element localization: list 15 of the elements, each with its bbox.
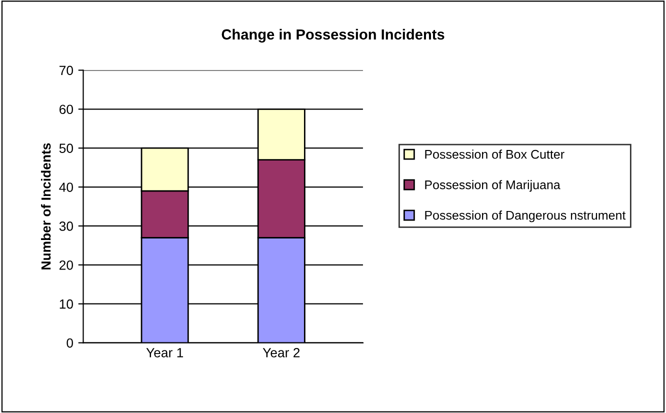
legend-label: Possession of Box Cutter	[425, 150, 564, 159]
x-tick-label: Year 2	[262, 348, 300, 358]
x-tick-label: Year 1	[146, 348, 184, 358]
legend-label: Possession of Marijuana	[425, 180, 560, 192]
y-tick-label: 30	[59, 222, 74, 231]
y-tick-label: 0	[66, 338, 74, 348]
y-tick-label: 40	[59, 182, 74, 192]
y-tick-label: 70	[60, 66, 74, 76]
legend-label: Possession of Dangerous nstrument	[425, 210, 626, 222]
y-tick-label: 50	[59, 144, 74, 153]
y-tick-label: 60	[60, 104, 74, 114]
chart-title: Change in Possession Incidents	[222, 28, 444, 43]
y-tick-label: 10	[60, 299, 74, 309]
y-tick-label: 20	[60, 260, 74, 270]
y-axis-title: Number of Incidents	[41, 143, 51, 270]
